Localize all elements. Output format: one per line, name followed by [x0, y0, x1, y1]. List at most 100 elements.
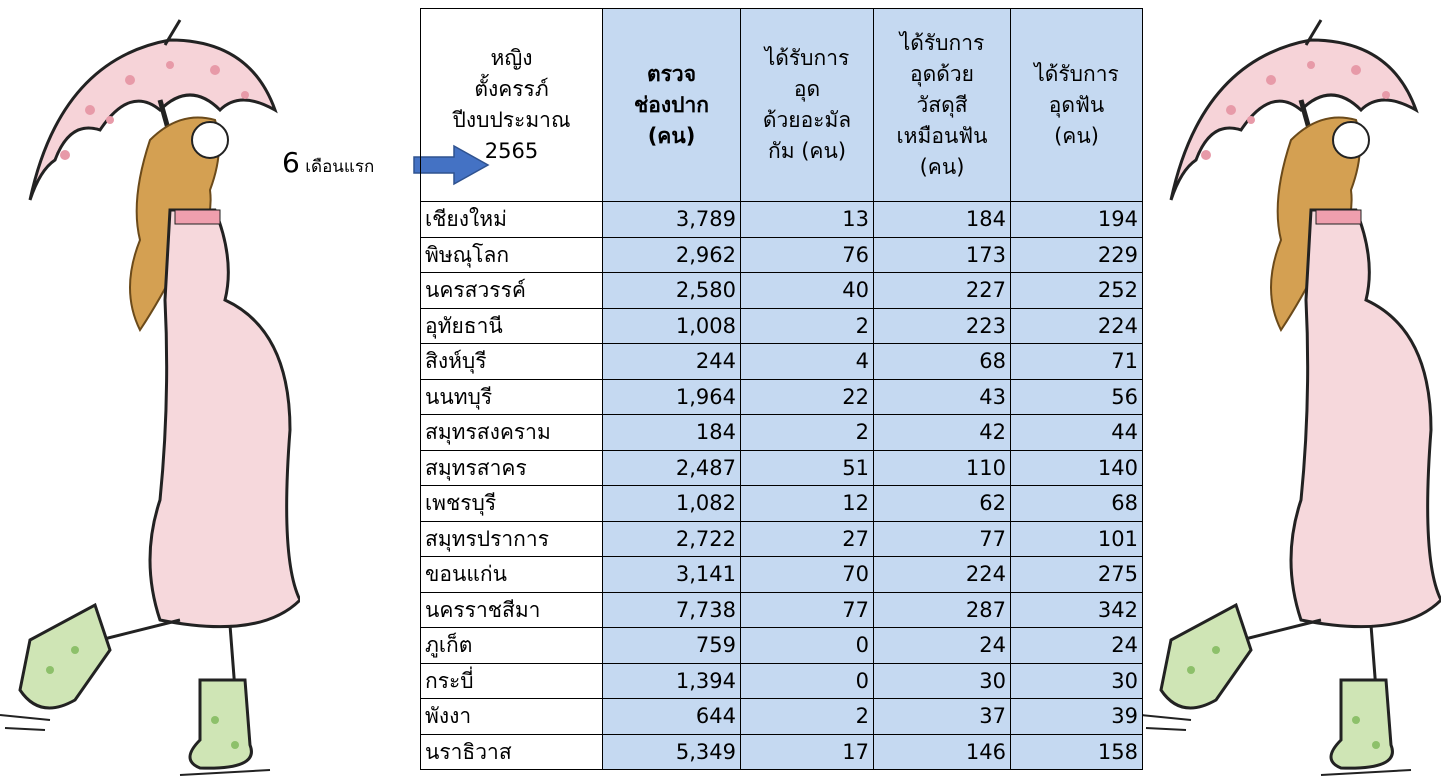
value-cell: 759 [603, 628, 741, 664]
province-cell: พิษณุโลก [421, 237, 603, 273]
header-line: วัสดุสี [916, 93, 967, 117]
value-cell: 229 [1011, 237, 1143, 273]
value-cell: 275 [1011, 557, 1143, 593]
province-cell: นครราชสีมา [421, 592, 603, 628]
value-cell: 77 [874, 521, 1011, 557]
value-cell: 223 [874, 308, 1011, 344]
value-cell: 2,487 [603, 450, 741, 486]
value-cell: 13 [741, 202, 874, 238]
header-line: (คน) [648, 124, 696, 148]
value-cell: 2 [741, 699, 874, 735]
header-line: ด้วยอะมัล [763, 108, 851, 132]
value-cell: 27 [741, 521, 874, 557]
value-cell: 146 [874, 734, 1011, 770]
header-cell: ได้รับการอุดด้วยอะมัลกัม (คน) [741, 9, 874, 202]
header-cell: ตรวจช่องปาก (คน) [603, 9, 741, 202]
value-cell: 76 [741, 237, 874, 273]
header-line: ได้รับการ [900, 31, 985, 55]
value-cell: 2,580 [603, 273, 741, 309]
header-line: อุดด้วย [910, 62, 974, 86]
value-cell: 2 [741, 308, 874, 344]
value-cell: 0 [741, 663, 874, 699]
header-line: กัม (คน) [768, 139, 846, 163]
province-cell: นราธิวาส [421, 734, 603, 770]
header-line: ตรวจ [647, 62, 696, 86]
value-cell: 101 [1011, 521, 1143, 557]
value-cell: 62 [874, 486, 1011, 522]
value-cell: 71 [1011, 344, 1143, 380]
value-cell: 5,349 [603, 734, 741, 770]
province-cell: อุทัยธานี [421, 308, 603, 344]
header-line: อุดฟัน [1049, 93, 1104, 117]
value-cell: 1,394 [603, 663, 741, 699]
province-cell: ขอนแก่น [421, 557, 603, 593]
header-line: ช่องปาก [634, 93, 709, 117]
value-cell: 2 [741, 415, 874, 451]
value-cell: 184 [874, 202, 1011, 238]
value-cell: 68 [874, 344, 1011, 380]
value-cell: 194 [1011, 202, 1143, 238]
header-line: (คน) [920, 155, 965, 179]
value-cell: 1,008 [603, 308, 741, 344]
value-cell: 51 [741, 450, 874, 486]
value-cell: 644 [603, 699, 741, 735]
value-cell: 7,738 [603, 592, 741, 628]
illustration-left [0, 0, 300, 783]
value-cell: 224 [1011, 308, 1143, 344]
value-cell: 56 [1011, 379, 1143, 415]
value-cell: 43 [874, 379, 1011, 415]
value-cell: 39 [1011, 699, 1143, 735]
value-cell: 252 [1011, 273, 1143, 309]
header-line: เหมือนฟัน [896, 124, 987, 148]
value-cell: 227 [874, 273, 1011, 309]
value-cell: 30 [874, 663, 1011, 699]
value-cell: 24 [1011, 628, 1143, 664]
value-cell: 70 [741, 557, 874, 593]
value-cell: 140 [1011, 450, 1143, 486]
province-cell: พังงา [421, 699, 603, 735]
header-line: ได้รับการ [765, 46, 850, 70]
value-cell: 1,082 [603, 486, 741, 522]
header-line: 2565 [485, 139, 538, 163]
value-cell: 2,962 [603, 237, 741, 273]
value-cell: 342 [1011, 592, 1143, 628]
header-cell: ได้รับการอุดด้วยวัสดุสีเหมือนฟัน (คน) [874, 9, 1011, 202]
value-cell: 17 [741, 734, 874, 770]
note: 6 เดือนแรก [282, 146, 374, 180]
value-cell: 24 [874, 628, 1011, 664]
page: 6 เดือนแรก หญิงตั้งครรภ์ปีงบประมาณ2565ตร… [0, 0, 1441, 783]
note-text: เดือนแรก [305, 157, 374, 177]
header-line: ตั้งครรภ์ [474, 77, 548, 101]
value-cell: 22 [741, 379, 874, 415]
value-cell: 68 [1011, 486, 1143, 522]
header-line: หญิง [491, 46, 533, 70]
value-cell: 184 [603, 415, 741, 451]
value-cell: 244 [603, 344, 741, 380]
value-cell: 77 [741, 592, 874, 628]
value-cell: 1,964 [603, 379, 741, 415]
value-cell: 2,722 [603, 521, 741, 557]
value-cell: 158 [1011, 734, 1143, 770]
province-cell: สิงห์บุรี [421, 344, 603, 380]
province-cell: นครสวรรค์ [421, 273, 603, 309]
value-cell: 0 [741, 628, 874, 664]
value-cell: 37 [874, 699, 1011, 735]
value-cell: 4 [741, 344, 874, 380]
value-cell: 287 [874, 592, 1011, 628]
header-line: (คน) [1054, 124, 1099, 148]
